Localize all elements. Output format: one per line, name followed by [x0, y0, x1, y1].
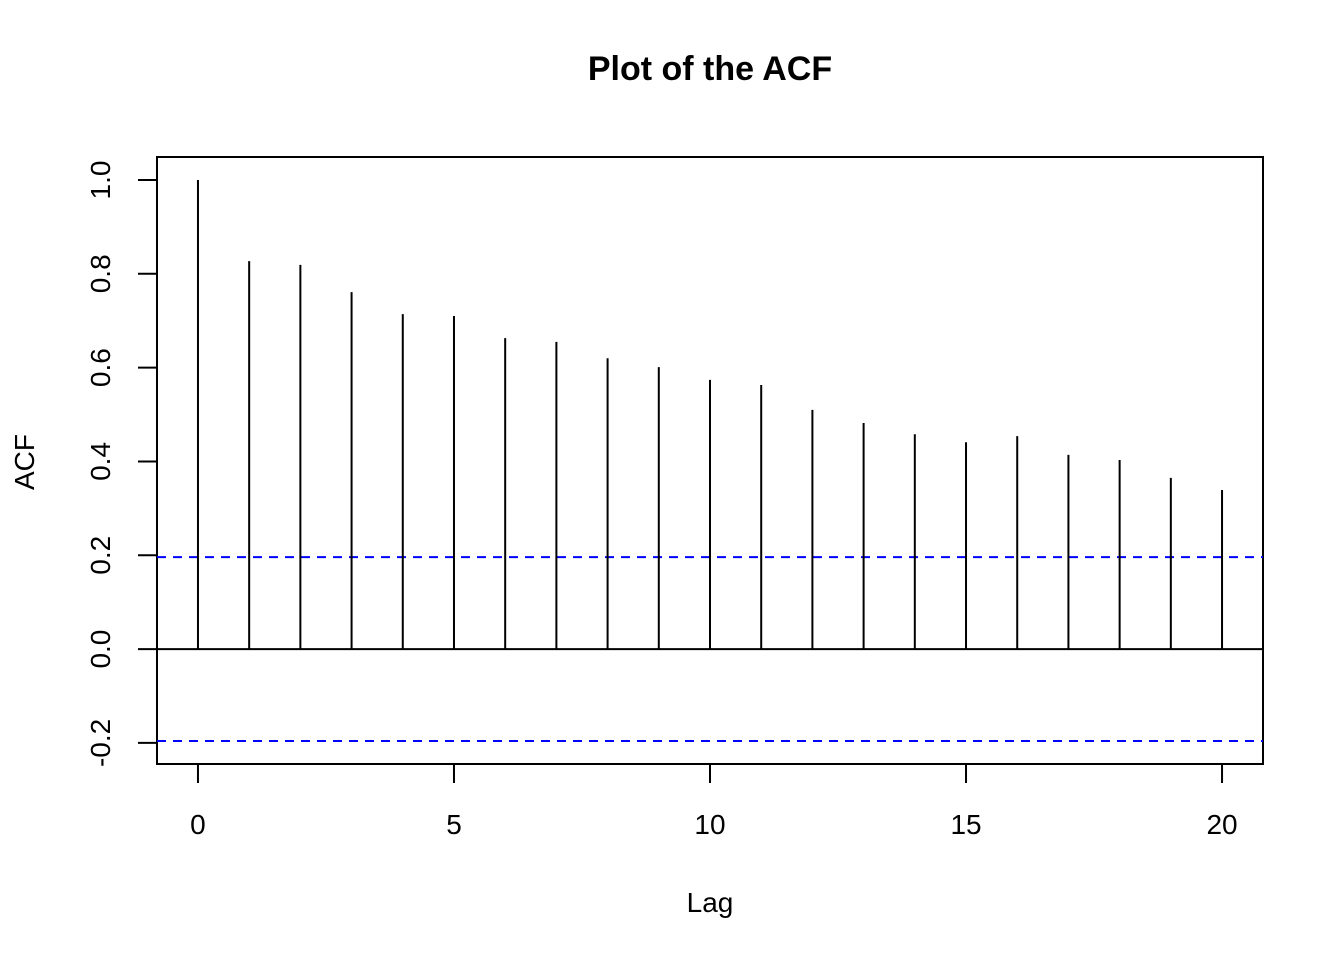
x-tick-label: 15 — [950, 809, 981, 840]
y-tick-label: 0.6 — [85, 348, 116, 387]
x-tick-label: 0 — [190, 809, 206, 840]
y-tick-label: 0.8 — [85, 254, 116, 293]
x-tick-label: 20 — [1206, 809, 1237, 840]
y-tick-label: 1.0 — [85, 161, 116, 200]
y-axis-label: ACF — [9, 434, 40, 490]
y-tick-label: 0.2 — [85, 536, 116, 575]
x-tick-label: 10 — [694, 809, 725, 840]
x-axis-label: Lag — [687, 887, 734, 918]
chart-title: Plot of the ACF — [588, 50, 832, 88]
x-tick-label: 5 — [446, 809, 462, 840]
y-tick-label: 0.0 — [85, 630, 116, 669]
y-tick-label: 0.4 — [85, 442, 116, 481]
y-tick-label: -0.2 — [85, 719, 116, 767]
